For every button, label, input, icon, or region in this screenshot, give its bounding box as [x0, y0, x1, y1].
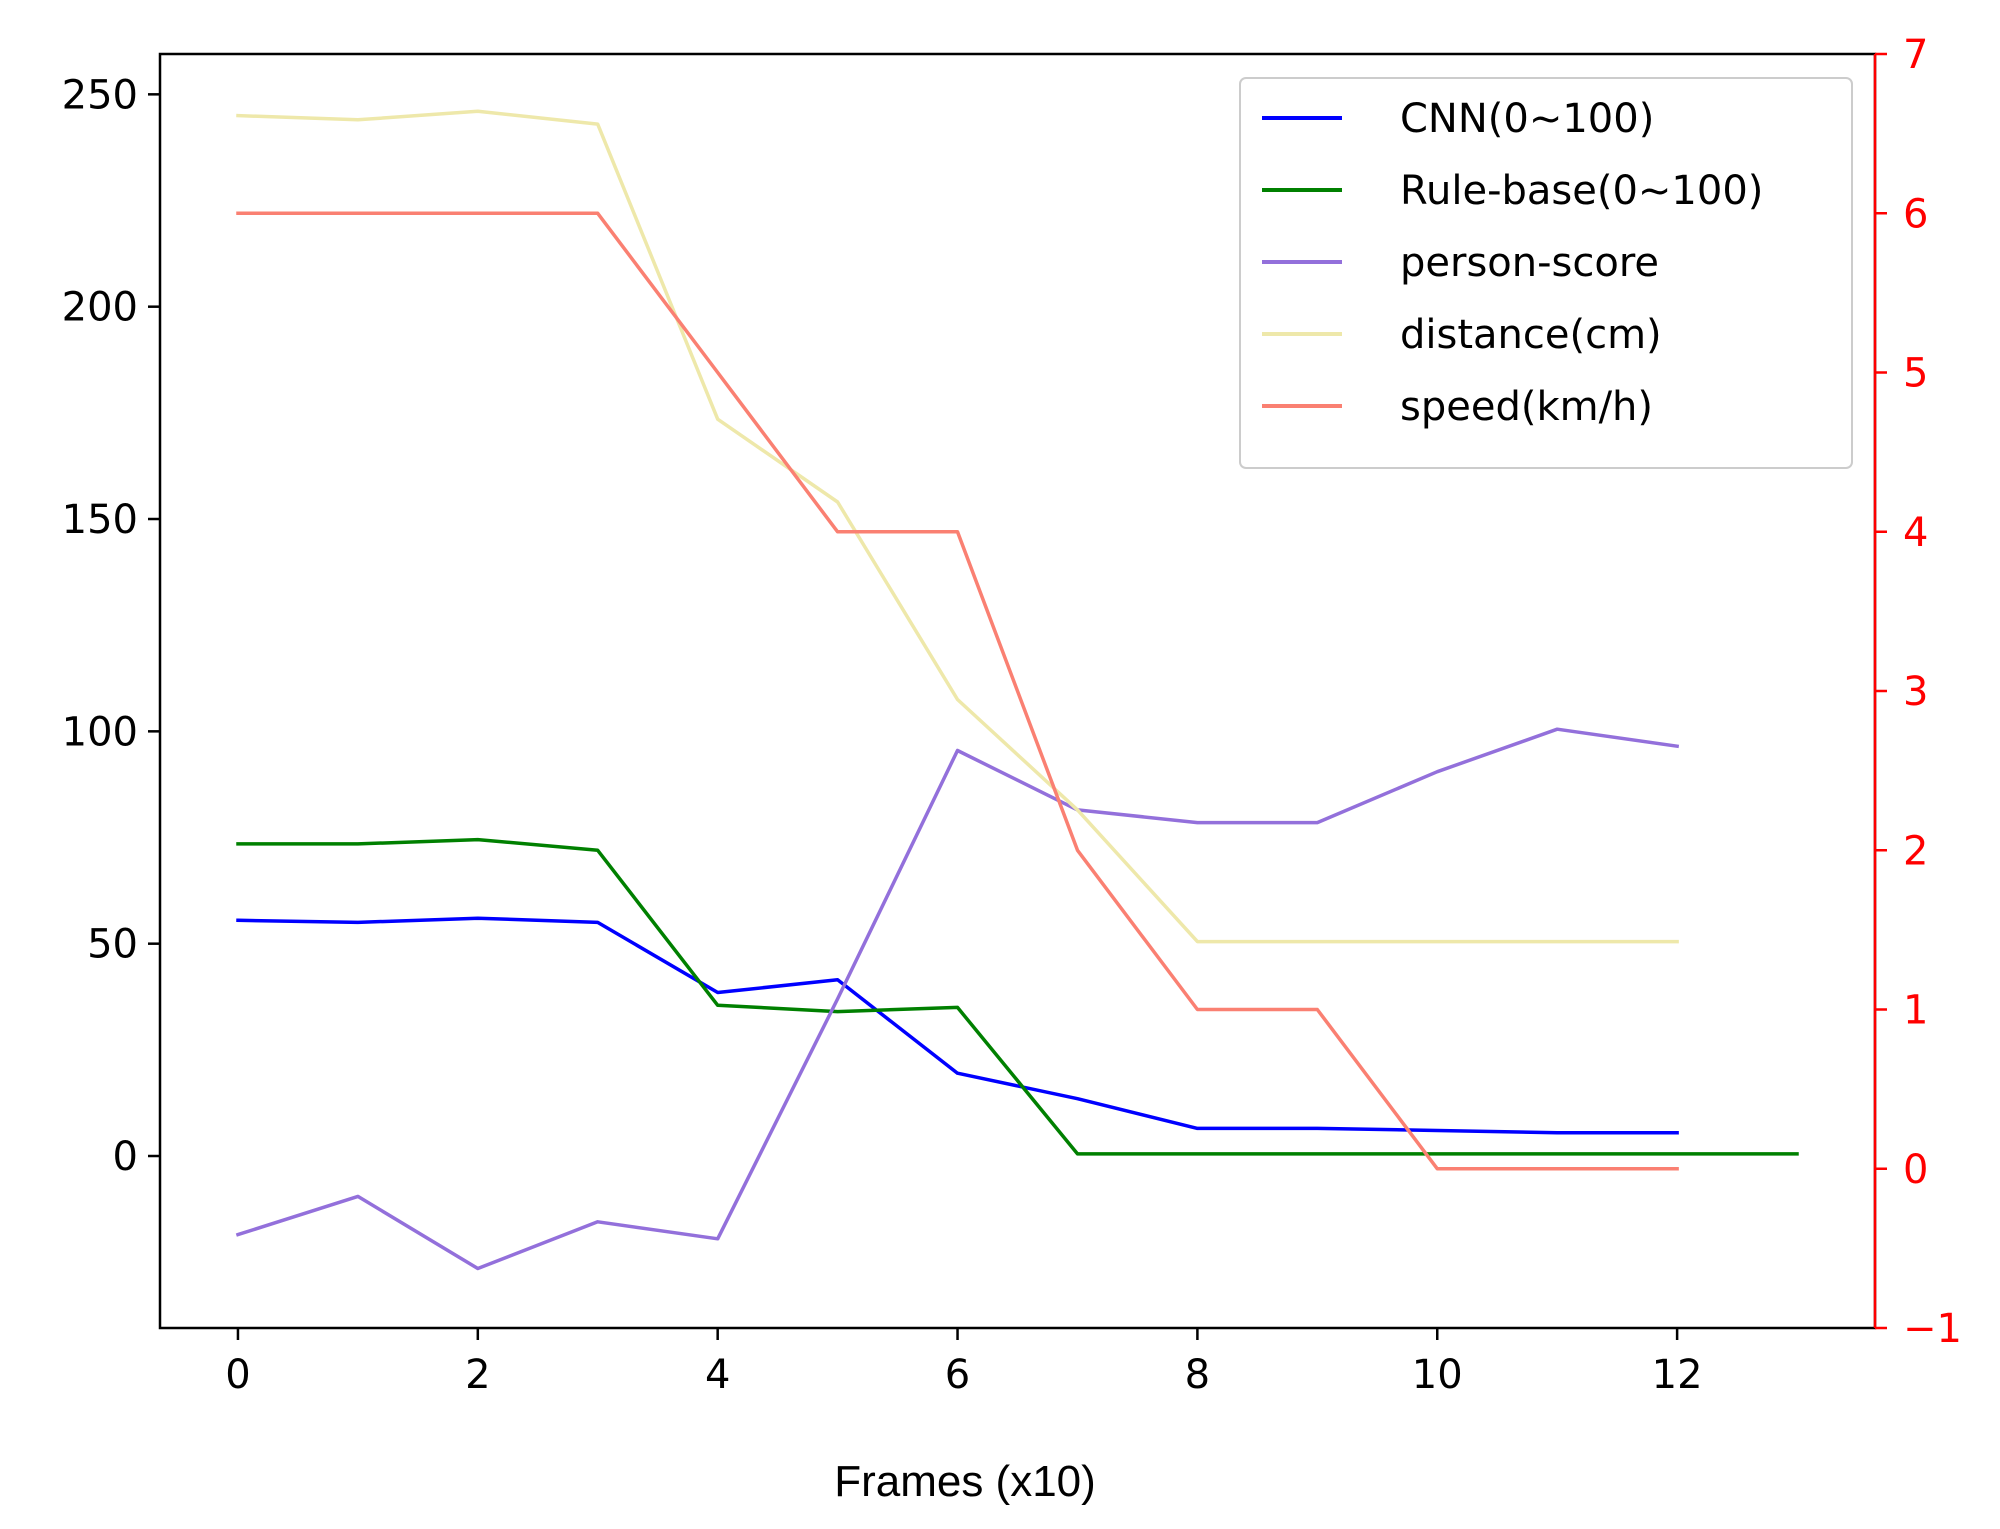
- legend-box: [1239, 77, 1853, 469]
- y-left-tick-label: 250: [62, 72, 138, 118]
- y-left-tick-label: 50: [87, 922, 138, 968]
- series-line-4: [236, 211, 1679, 1171]
- y-left-tick-label: 0: [113, 1134, 138, 1180]
- y-right-tick-label: 1: [1903, 988, 1928, 1034]
- series-line-3: [236, 109, 1679, 944]
- series-line-0: [236, 916, 1679, 1135]
- legend-label: distance(cm): [1400, 312, 1662, 358]
- x-tick-label: 10: [1412, 1352, 1463, 1398]
- y-right-tick-label: 0: [1903, 1147, 1928, 1193]
- y-right-tick-label: 4: [1903, 510, 1928, 556]
- x-tick-label: 6: [945, 1352, 970, 1398]
- x-tick-label: 2: [465, 1352, 490, 1398]
- y-right-tick-label: 5: [1903, 351, 1928, 397]
- x-tick-label: 0: [225, 1352, 250, 1398]
- legend-label: Rule-base(0~100): [1400, 168, 1763, 214]
- y-right-tick-label: 7: [1903, 32, 1928, 78]
- x-tick-label: 4: [705, 1352, 730, 1398]
- y-left-tick-label: 200: [62, 285, 138, 331]
- x-tick-label: 12: [1652, 1352, 1703, 1398]
- y-right-tick-label: 3: [1903, 669, 1928, 715]
- legend-label: person-score: [1400, 240, 1659, 286]
- y-right-tick-label: 6: [1903, 191, 1928, 237]
- y-left-tick-label: 100: [62, 709, 138, 755]
- y-right-tick-label: −1: [1903, 1306, 1962, 1352]
- legend: CNN(0~100) Rule-base(0~100) person-score di…: [1239, 77, 1853, 469]
- legend-label: CNN(0~100): [1400, 96, 1654, 142]
- x-tick-label: 8: [1185, 1352, 1210, 1398]
- y-left-tick-label: 150: [62, 497, 138, 543]
- series-line-1: [236, 837, 1799, 1156]
- series-layer: [235, 109, 1799, 1271]
- series-line-2: [235, 727, 1680, 1271]
- x-axis-title: Frames (x10): [834, 1457, 1096, 1506]
- legend-label: speed(km/h): [1400, 384, 1653, 430]
- y-right-tick-label: 2: [1903, 828, 1928, 874]
